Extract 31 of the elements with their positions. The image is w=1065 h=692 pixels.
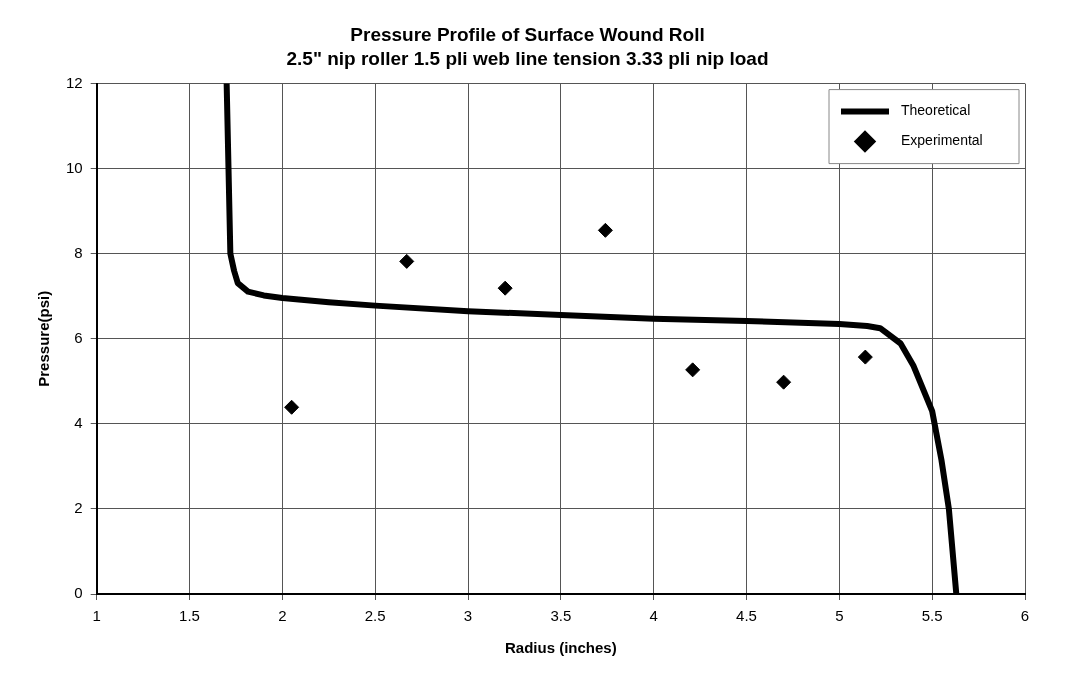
x-tick-label: 1 xyxy=(92,607,101,625)
x-tick-label: 4.5 xyxy=(736,607,757,625)
point xyxy=(857,349,873,365)
chart-title: Pressure Profile of Surface Wound Roll xyxy=(350,23,705,45)
point xyxy=(399,253,415,269)
y-axis-title: Pressure(psi) xyxy=(35,290,53,387)
point xyxy=(284,399,300,415)
x-axis-title: Radius (inches) xyxy=(505,639,617,657)
x-tick-label: 6 xyxy=(1020,607,1030,625)
y-tick-label: 12 xyxy=(66,73,83,91)
chart-subtitle: 2.5" nip roller 1.5 pli web line tension 3.33 pli nip load xyxy=(286,48,769,70)
x-tick-label: 2 xyxy=(278,607,287,625)
y-tick-label: 4 xyxy=(74,414,83,432)
x-tick-label: 5 xyxy=(835,607,844,625)
y-tick-label: 8 xyxy=(74,243,83,261)
point xyxy=(776,374,792,390)
x-tick-label: 2.5 xyxy=(364,607,386,625)
x-tick-label: 1.5 xyxy=(179,607,200,625)
x-tick-label: 4 xyxy=(649,607,658,625)
point xyxy=(597,222,613,238)
x-tick-label: 5.5 xyxy=(921,607,943,625)
y-tick-label: 10 xyxy=(66,158,83,176)
legend-label: Theoretical xyxy=(901,102,971,119)
y-tick-label: 2 xyxy=(74,499,83,517)
point xyxy=(497,280,513,296)
y-tick-label: 0 xyxy=(74,584,83,602)
x-tick-label: 3 xyxy=(463,607,473,625)
point xyxy=(685,362,701,378)
x-tick-label: 3.5 xyxy=(550,607,572,625)
legend-label: Experimental xyxy=(901,132,983,149)
y-tick-label: 6 xyxy=(74,328,83,346)
